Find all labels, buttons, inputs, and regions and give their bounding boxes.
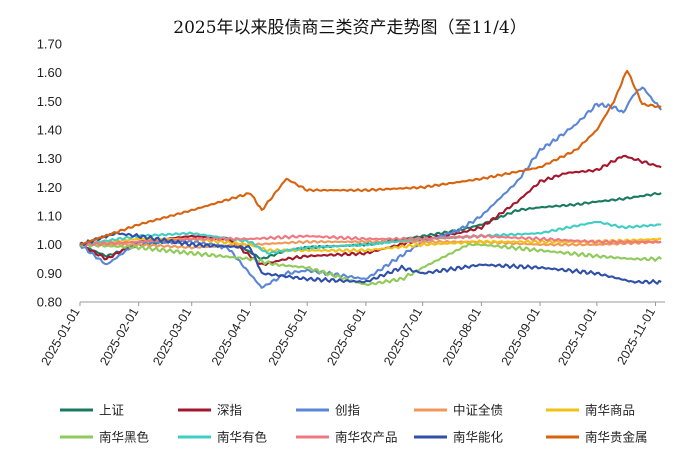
y-tick-label: 0.80 — [37, 295, 62, 310]
y-tick-label: 0.90 — [37, 266, 62, 281]
legend-label: 南华农产品 — [335, 430, 398, 445]
y-tick-label: 1.70 — [37, 37, 62, 52]
y-tick-label: 1.30 — [37, 151, 62, 166]
chart-title: 2025年以来股债商三类资产走势图（至11/4） — [173, 18, 526, 38]
legend-label: 南华有色 — [217, 430, 268, 445]
y-tick-label: 1.00 — [37, 237, 62, 252]
legend-label: 深指 — [217, 403, 242, 418]
legend-label: 创指 — [335, 403, 360, 418]
legend-label: 上证 — [99, 403, 125, 418]
series-line — [79, 220, 662, 255]
y-tick-label: 1.50 — [37, 94, 62, 109]
y-tick-label: 1.40 — [37, 123, 62, 138]
series-line — [79, 239, 662, 250]
series-line — [79, 69, 662, 246]
legend-label: 南华商品 — [585, 403, 635, 418]
series-line — [79, 231, 662, 285]
y-tick-label: 1.10 — [37, 209, 62, 224]
legend-label: 中证全债 — [453, 403, 503, 418]
legend-label: 南华能化 — [453, 430, 504, 445]
y-axis: 0.80 0.90 1.00 1.10 1.20 1.30 1.40 1.50 1.60 1.70 — [37, 37, 62, 310]
series-line — [79, 233, 662, 247]
series-line — [79, 154, 662, 266]
y-tick-label: 1.60 — [37, 65, 62, 80]
legend-label: 南华贵金属 — [585, 430, 648, 445]
plot-area — [79, 69, 663, 289]
series-line — [79, 242, 662, 287]
legend-label: 南华黑色 — [99, 430, 150, 445]
y-tick-label: 1.20 — [37, 180, 62, 195]
